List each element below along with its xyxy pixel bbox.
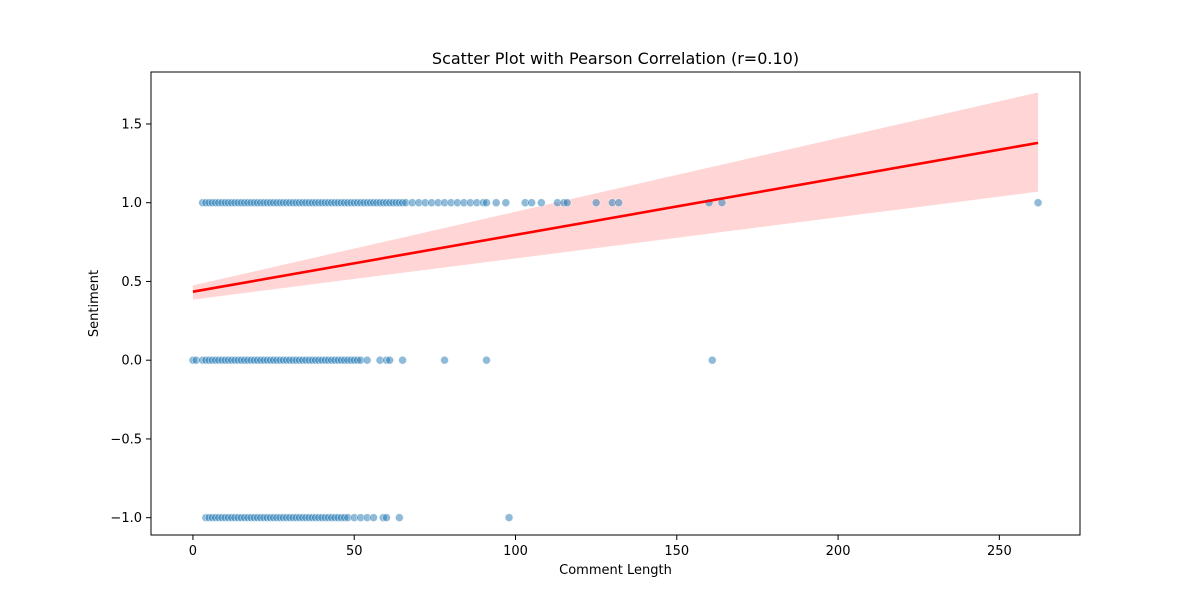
data-point: [385, 355, 395, 365]
data-point: [491, 198, 501, 208]
data-point: [395, 513, 404, 522]
y-tick-label: 1.0: [121, 196, 142, 211]
data-point: [614, 198, 624, 208]
data-point: [527, 198, 536, 208]
data-point: [537, 198, 546, 208]
plot-frame: [150, 71, 1081, 536]
chart-title: Scatter Plot with Pearson Correlation (r…: [432, 49, 799, 68]
x-tick-label: 100: [503, 544, 528, 559]
data-point: [1033, 198, 1043, 208]
confidence-band-layer: [192, 92, 1039, 300]
x-tick-label: 50: [346, 544, 363, 559]
data-point: [382, 513, 391, 522]
data-point: [398, 355, 407, 365]
y-tick-label: 0.5: [121, 275, 142, 290]
y-axis-ticks: −1.0 −0.5 0.0 0.5 1.0 1.5: [110, 117, 151, 526]
x-tick-label: 0: [189, 544, 197, 559]
confidence-band: [192, 92, 1039, 300]
y-axis-label: Sentiment: [87, 270, 102, 337]
y-tick-label: 1.5: [121, 117, 142, 132]
data-point: [482, 355, 491, 365]
x-tick-label: 200: [826, 544, 851, 559]
data-point: [482, 198, 491, 208]
x-tick-label: 250: [987, 544, 1012, 559]
points-layer: [188, 198, 1043, 522]
regression-line-layer: [192, 141, 1039, 293]
y-tick-label: 0.0: [121, 354, 142, 369]
y-tick-label: −0.5: [110, 432, 142, 447]
x-tick-label: 150: [664, 544, 689, 559]
data-point: [440, 355, 449, 365]
y-tick-label: −1.0: [110, 511, 142, 526]
data-point: [504, 513, 514, 522]
regression-line: [192, 141, 1039, 293]
x-axis-ticks: 0 50 100 150 200 250: [189, 535, 1012, 559]
data-point: [591, 198, 601, 208]
data-point: [562, 198, 572, 208]
data-point: [369, 513, 378, 522]
x-axis-label: Comment Length: [559, 563, 672, 578]
data-point: [362, 355, 372, 365]
data-point: [707, 355, 717, 365]
data-point: [501, 198, 511, 208]
